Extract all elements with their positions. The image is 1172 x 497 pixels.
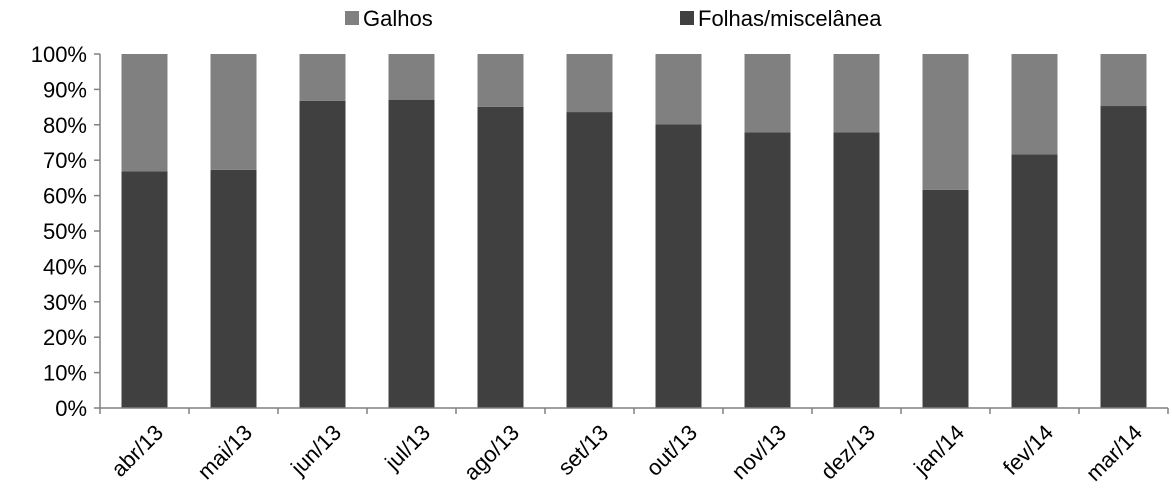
bar-galhos-nov-13 <box>744 54 791 133</box>
bar-galhos-out-13 <box>655 54 702 125</box>
bar-folhas-miscelanea-jun-13 <box>299 100 346 408</box>
bar-folhas-miscelanea-mar-14 <box>1100 106 1147 409</box>
bar-galhos-mar-14 <box>1100 54 1147 107</box>
y-tick-label: 100% <box>31 42 87 67</box>
x-axis: abr/13 mai/13 jun/13 jul/13 ago/13 set/13 out/… <box>99 407 1169 486</box>
x-tick-label: set/13 <box>553 420 613 480</box>
legend: Galhos Folhas/miscelânea <box>345 6 882 31</box>
bar-folhas-miscelanea-ago-13 <box>477 106 524 408</box>
bar-folhas-miscelanea-mai-13 <box>210 169 257 408</box>
x-tick-label: out/13 <box>641 420 702 481</box>
y-tick-label: 20% <box>43 325 87 350</box>
y-tick-label: 90% <box>43 77 87 102</box>
bar-galhos-mai-13 <box>210 54 257 170</box>
y-tick-label: 70% <box>43 148 87 173</box>
y-tick-label: 60% <box>43 184 87 209</box>
bar-galhos-fev-14 <box>1011 54 1058 155</box>
bar-galhos-abr-13 <box>121 54 168 172</box>
bar-galhos-jun-13 <box>299 54 346 101</box>
bar-folhas-miscelanea-abr-13 <box>121 171 168 408</box>
x-tick-label: jun/13 <box>285 420 346 481</box>
bar-galhos-set-13 <box>566 54 613 113</box>
legend-swatch-folhas-miscelanea <box>680 11 694 25</box>
x-tick-label: dez/13 <box>816 420 880 484</box>
bar-galhos-ago-13 <box>477 54 524 107</box>
bar-folhas-miscelanea-jan-14 <box>922 189 969 408</box>
bar-galhos-jan-14 <box>922 54 969 190</box>
bar-folhas-miscelanea-set-13 <box>566 112 613 408</box>
bar-folhas-miscelanea-nov-13 <box>744 132 791 408</box>
bar-galhos-jul-13 <box>388 54 435 100</box>
y-tick-label: 10% <box>43 361 87 386</box>
legend-label-galhos: Galhos <box>363 6 433 31</box>
x-tick-label: mai/13 <box>193 420 257 484</box>
x-tick-label: jan/14 <box>908 420 969 481</box>
y-tick-label: 50% <box>43 219 87 244</box>
x-tick-label: ago/13 <box>459 420 524 485</box>
y-axis: 0% 10% 20% 30% 40% 50% 60% 70% 80% 90% 100% <box>31 42 101 421</box>
x-tick-label: jul/13 <box>379 420 435 476</box>
x-tick-label: abr/13 <box>106 420 168 482</box>
bar-folhas-miscelanea-fev-14 <box>1011 154 1058 408</box>
y-tick-label: 40% <box>43 254 87 279</box>
bar-folhas-miscelanea-jul-13 <box>388 99 435 408</box>
bar-folhas-miscelanea-dez-13 <box>833 132 880 408</box>
plot-area <box>121 54 1147 409</box>
x-tick-label: fev/14 <box>998 420 1058 480</box>
bar-folhas-miscelanea-out-13 <box>655 124 702 409</box>
bar-galhos-dez-13 <box>833 54 880 133</box>
y-tick-label: 30% <box>43 290 87 315</box>
y-tick-label: 80% <box>43 113 87 138</box>
x-tick-label: mar/14 <box>1081 420 1147 486</box>
legend-label-folhas-miscelanea: Folhas/miscelânea <box>698 6 882 31</box>
y-tick-label: 0% <box>55 396 87 421</box>
legend-swatch-galhos <box>345 11 359 25</box>
x-tick-label: nov/13 <box>727 420 791 484</box>
